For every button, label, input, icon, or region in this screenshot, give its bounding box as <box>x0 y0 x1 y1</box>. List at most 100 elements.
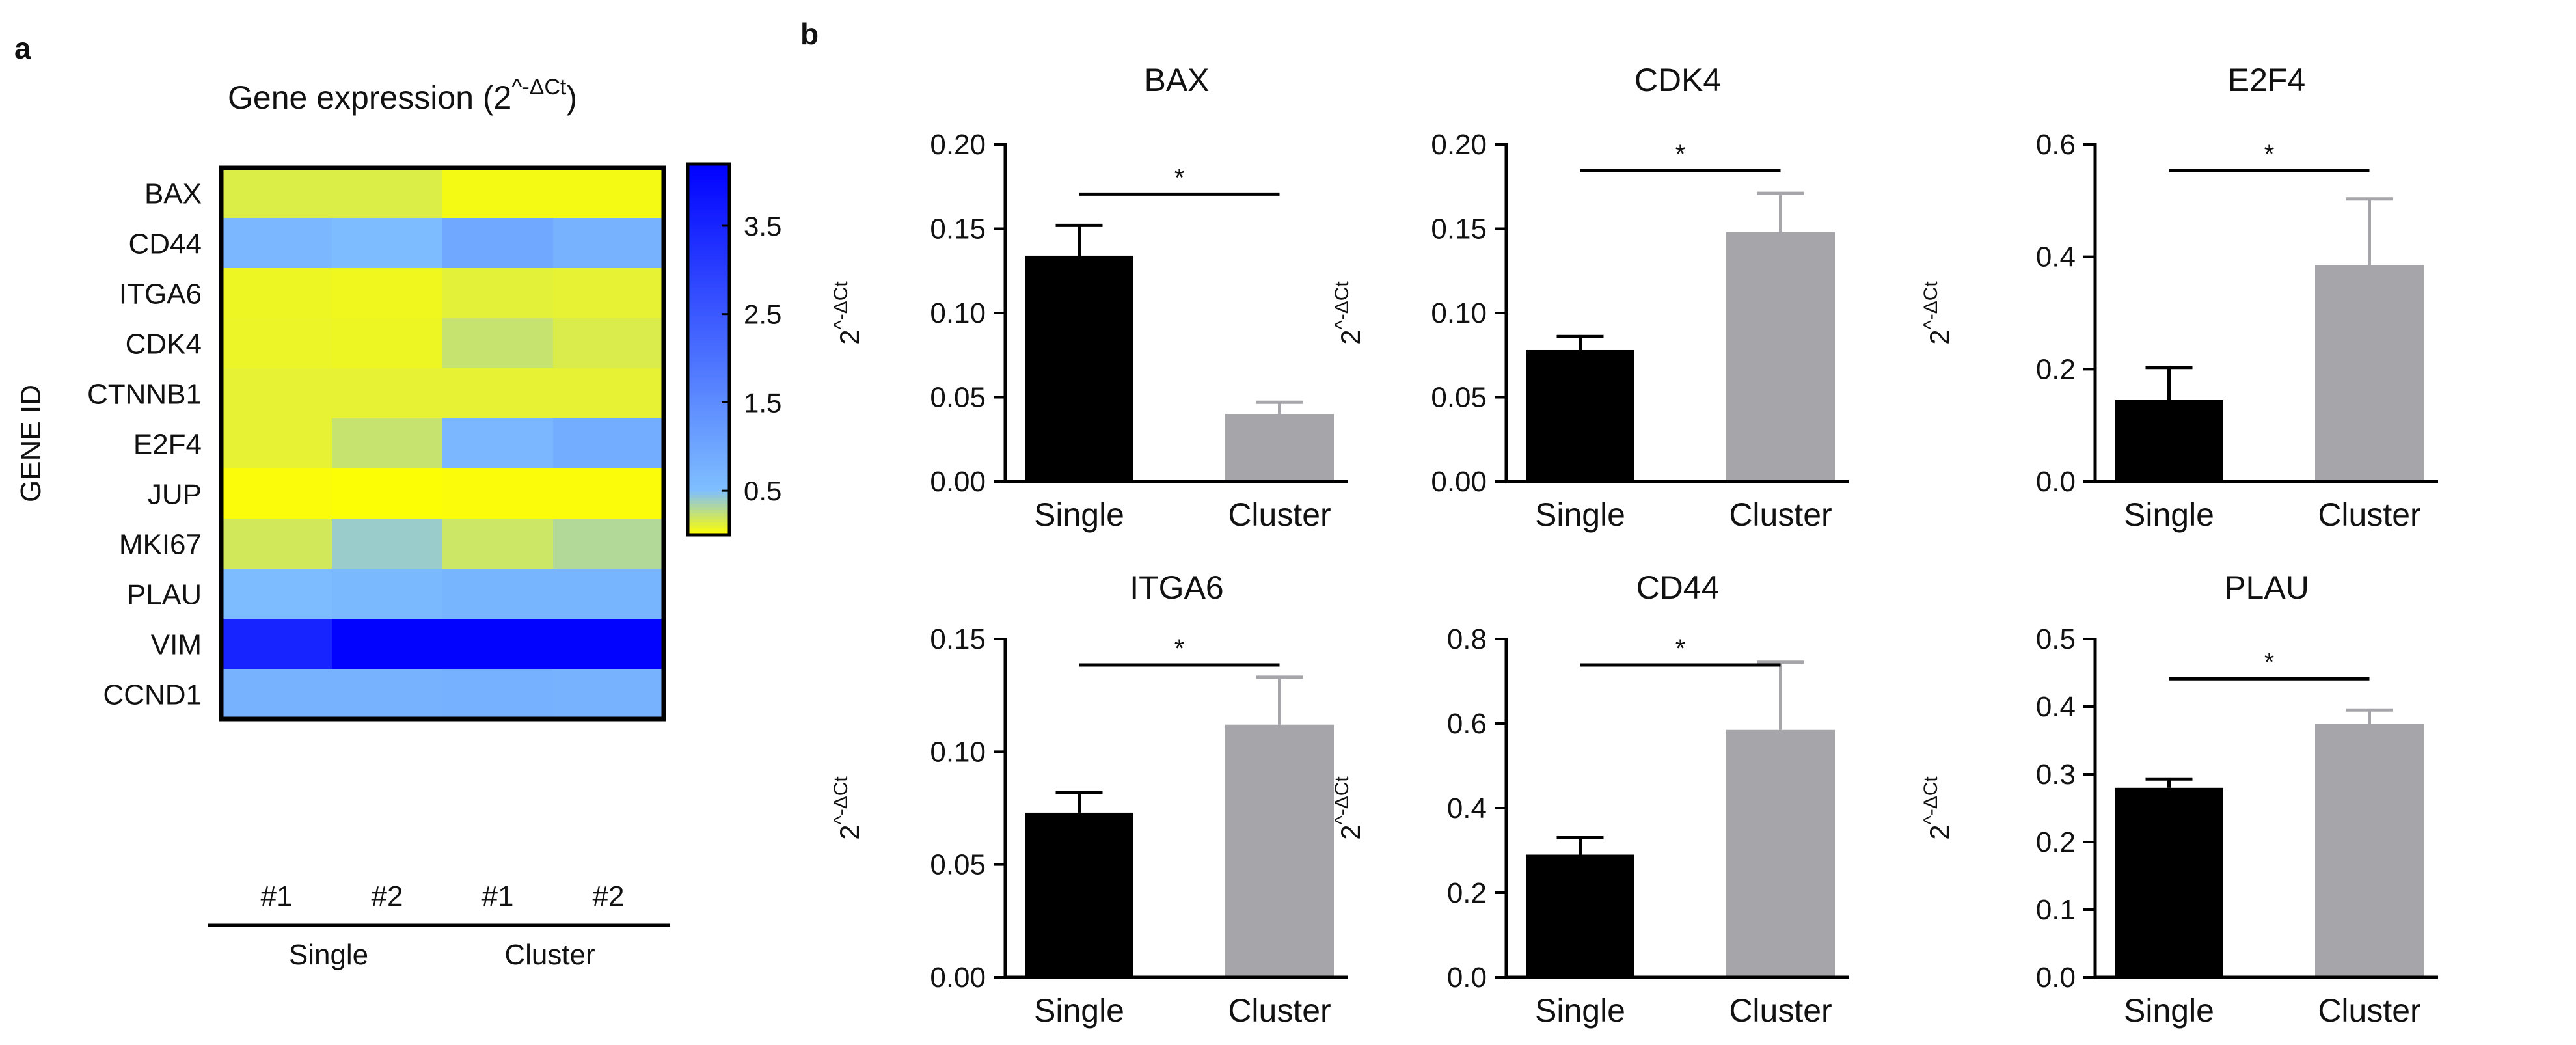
colorbar-segment <box>688 426 729 431</box>
x-tick-label-bax-single: Single <box>1034 496 1124 533</box>
colorbar-segment <box>688 331 729 335</box>
colorbar-segment <box>688 522 729 526</box>
heatmap-row-label-e2f4: E2F4 <box>133 429 202 461</box>
colorbar-segment <box>688 389 729 394</box>
heatmap-cell-e2f4-single-2 <box>332 418 443 469</box>
colorbar-segment <box>688 256 729 261</box>
colorbar-segment <box>688 495 729 498</box>
colorbar-segment <box>688 467 729 471</box>
colorbar-segment <box>688 309 729 313</box>
y-tick-label-cdk4: 0.15 <box>1431 213 1487 245</box>
colorbar-segment <box>688 408 729 412</box>
heatmap-cell-ccnd1-single-2 <box>332 669 443 720</box>
colorbar-segment <box>688 429 729 434</box>
heatmap-cell-vim-single-2 <box>332 619 443 670</box>
heatmap-cell-bax-cluster-2 <box>553 168 664 219</box>
heatmap-cell-vim-cluster-2 <box>553 619 664 670</box>
colorbar-segment <box>688 482 729 486</box>
x-tick-label-plau-cluster: Cluster <box>2318 992 2420 1029</box>
heatmap-cell-jup-single-1 <box>221 468 332 519</box>
colorbar-segment <box>688 368 729 372</box>
chart-title-itga6: ITGA6 <box>1130 569 1223 606</box>
heatmap-cell-bax-cluster-1 <box>442 168 554 219</box>
heatmap-title-main: Gene expression (2 <box>228 79 511 116</box>
colorbar-segment <box>688 167 729 171</box>
heatmap-cell-jup-single-2 <box>332 468 443 519</box>
y-axis-label-base: 2 <box>1335 329 1366 344</box>
colorbar-segment <box>688 349 729 353</box>
y-axis-label-itga6: 2^-ΔCt <box>830 776 865 840</box>
y-tick-label-cdk4: 0.00 <box>1431 466 1487 498</box>
colorbar-segment <box>688 377 729 381</box>
heatmap-cell-e2f4-cluster-1 <box>442 418 554 469</box>
significance-marker-cdk4: * <box>1675 140 1686 169</box>
bar-chart-cdk4: CDK4 2^-ΔCt Single Cluster 0.00 0.05 0.10 0.15 0… <box>1331 62 1849 533</box>
colorbar-segment <box>688 251 729 254</box>
colorbar-segment <box>688 491 729 496</box>
y-tick-label-plau: 0.2 <box>2036 826 2076 858</box>
bar-plau-single <box>2115 787 2223 977</box>
colorbar-segment <box>688 371 729 375</box>
colorbar-segment <box>688 513 729 517</box>
significance-marker-plau: * <box>2264 648 2275 677</box>
heatmap-row-label-itga6: ITGA6 <box>119 278 202 310</box>
bar-itga6-cluster <box>1225 724 1334 977</box>
colorbar-segment <box>688 306 729 310</box>
heatmap-title-superscript: ^-ΔCt <box>511 75 567 100</box>
heatmap-cell-vim-single-1 <box>221 619 332 670</box>
y-tick-label-cd44: 0.6 <box>1447 708 1487 740</box>
colorbar-segment <box>688 457 729 461</box>
colorbar-segment <box>688 232 729 236</box>
colorbar-segment <box>688 355 729 360</box>
colorbar-segment <box>688 525 729 530</box>
y-tick-label-cdk4: 0.20 <box>1431 129 1487 161</box>
y-tick-label-bax: 0.05 <box>930 382 986 414</box>
significance-marker-e2f4: * <box>2264 140 2275 169</box>
heatmap-cell-ctnnb1-cluster-1 <box>442 368 554 419</box>
y-tick-label-bax: 0.20 <box>930 129 986 161</box>
heatmap-row-label-mki67: MKI67 <box>119 529 202 561</box>
colorbar-segment <box>688 340 729 344</box>
colorbar-segment <box>688 343 729 347</box>
colorbar-segment <box>688 463 729 468</box>
colorbar-segment <box>688 451 729 455</box>
bar-chart-cd44: CD44 2^-ΔCt Single Cluster 0.0 0.2 0.4 0.6 0.8 * <box>1331 569 1849 1029</box>
colorbar-segment <box>688 278 729 282</box>
colorbar-segment <box>688 238 729 242</box>
colorbar-segment <box>688 352 729 357</box>
y-tick-label-bax: 0.15 <box>930 213 986 245</box>
y-tick-label-itga6: 0.15 <box>930 623 986 655</box>
bar-bax-cluster <box>1225 414 1334 482</box>
colorbar-segment <box>688 498 729 502</box>
heatmap-cell-mki67-cluster-1 <box>442 519 554 569</box>
heatmap-cell-bax-single-1 <box>221 168 332 219</box>
colorbar-segment <box>688 445 729 449</box>
colorbar-segment <box>688 414 729 418</box>
heatmap-title: Gene expression (2^-ΔCt) <box>228 75 577 116</box>
bar-cd44-single <box>1526 854 1634 977</box>
bar-cdk4-single <box>1526 349 1634 482</box>
heatmap-column-label: #2 <box>593 880 625 912</box>
colorbar-segment <box>688 164 729 168</box>
y-tick-label-e2f4: 0.0 <box>2036 466 2076 498</box>
y-axis-label-superscript: ^-ΔCt <box>1331 776 1353 825</box>
colorbar-segment <box>688 318 729 323</box>
colorbar-segment <box>688 507 729 511</box>
heatmap-cell-itga6-single-1 <box>221 268 332 319</box>
colorbar-segment <box>688 219 729 224</box>
y-axis-label-superscript: ^-ΔCt <box>830 776 852 825</box>
colorbar-tick-label: 1.5 <box>744 387 781 418</box>
colorbar-segment <box>688 312 729 316</box>
colorbar-segment <box>688 405 729 409</box>
heatmap-cell-itga6-cluster-1 <box>442 268 554 319</box>
heatmap-cell-plau-single-1 <box>221 569 332 619</box>
x-tick-label-cd44-single: Single <box>1535 992 1625 1029</box>
colorbar-segment <box>688 417 729 422</box>
colorbar-segment <box>688 210 729 214</box>
y-axis-label-base: 2 <box>1924 329 1955 344</box>
colorbar-segment <box>688 198 729 202</box>
bar-chart-e2f4: E2F4 2^-ΔCt Single Cluster 0.0 0.2 0.4 0.6 * <box>1920 62 2438 533</box>
y-tick-label-e2f4: 0.4 <box>2036 241 2076 273</box>
colorbar-segment <box>688 334 729 338</box>
heatmap-cell-mki67-single-2 <box>332 519 443 569</box>
